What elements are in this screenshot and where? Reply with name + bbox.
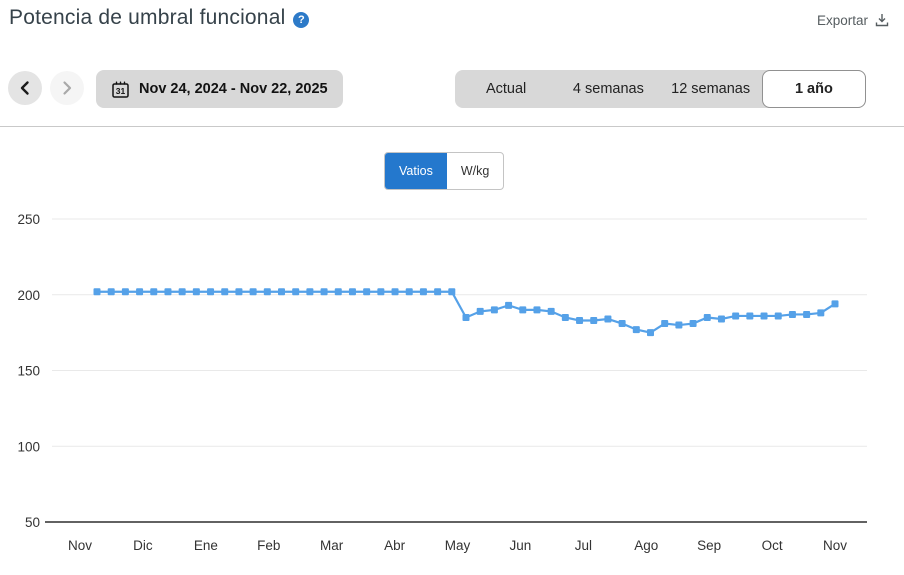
data-point-marker[interactable] (661, 320, 669, 328)
x-tick-label: Jul (575, 538, 592, 553)
y-tick-label: 150 (17, 364, 40, 379)
header-separator (0, 126, 904, 127)
data-point-marker[interactable] (192, 288, 200, 296)
chevron-left-icon (17, 80, 33, 96)
data-point-marker[interactable] (419, 288, 427, 296)
y-tick-label: 200 (17, 288, 40, 303)
page-title: Potencia de umbral funcional ? (9, 6, 310, 30)
data-point-marker[interactable] (746, 312, 754, 320)
data-point-marker[interactable] (107, 288, 115, 296)
data-point-marker[interactable] (221, 288, 229, 296)
data-point-marker[interactable] (448, 288, 456, 296)
tab-12-semanas[interactable]: 12 semanas (671, 81, 751, 97)
x-tick-label: Ago (634, 538, 658, 553)
tab-1-ano[interactable]: 1 año (761, 70, 866, 108)
x-tick-label: Jun (510, 538, 532, 553)
unit-toggle: Vatios W/kg (384, 152, 505, 190)
data-point-marker[interactable] (249, 288, 257, 296)
x-tick-label: Dic (133, 538, 153, 553)
data-point-marker[interactable] (689, 320, 697, 328)
data-point-marker[interactable] (150, 288, 158, 296)
ftp-chart-svg: 250 200 150 100 50 Nov Dic Ene Feb Mar Abr May Jun Ju… (17, 212, 867, 553)
data-point-marker[interactable] (136, 288, 144, 296)
next-period-button[interactable] (50, 71, 84, 105)
page-title-text: Potencia de umbral funcional (9, 6, 286, 29)
data-point-marker[interactable] (377, 288, 385, 296)
data-point-marker[interactable] (405, 288, 413, 296)
data-point-marker[interactable] (93, 288, 101, 296)
chevron-right-icon (59, 80, 75, 96)
data-point-marker[interactable] (774, 312, 782, 320)
data-point-marker[interactable] (760, 312, 768, 320)
tab-actual[interactable]: Actual (485, 81, 527, 97)
previous-period-button[interactable] (8, 71, 42, 105)
data-point-marker[interactable] (306, 288, 314, 296)
tab-4-semanas[interactable]: 4 semanas (572, 81, 644, 97)
data-point-marker[interactable] (263, 288, 271, 296)
data-point-marker[interactable] (164, 288, 172, 296)
data-point-marker[interactable] (434, 288, 442, 296)
download-icon (874, 12, 890, 28)
data-point-marker[interactable] (178, 288, 186, 296)
data-point-marker[interactable] (320, 288, 328, 296)
data-point-marker[interactable] (121, 288, 129, 296)
data-point-marker[interactable] (618, 320, 626, 328)
data-point-marker[interactable] (590, 317, 598, 325)
x-tick-label: Abr (384, 538, 406, 553)
data-point-marker[interactable] (703, 313, 711, 321)
y-tick-label: 50 (25, 515, 40, 530)
data-point-marker[interactable] (632, 326, 640, 334)
data-point-marker[interactable] (533, 306, 541, 314)
x-tick-label: May (445, 538, 471, 553)
calendar-icon: 31 (111, 80, 130, 99)
data-point-marker[interactable] (334, 288, 342, 296)
unit-option-wkg[interactable]: W/kg (460, 164, 490, 178)
data-point-marker[interactable] (363, 288, 371, 296)
date-range-button[interactable]: 31 Nov 24, 2024 - Nov 22, 2025 (96, 70, 343, 108)
time-range-tabs: Actual 4 semanas 12 semanas 1 año (455, 70, 866, 108)
data-point-marker[interactable] (732, 312, 740, 320)
ftp-series-line (97, 290, 836, 334)
x-tick-label: Nov (68, 538, 92, 553)
unit-option-vatios[interactable]: Vatios (385, 153, 447, 189)
x-tick-label: Nov (823, 538, 847, 553)
x-tick-label: Oct (762, 538, 783, 553)
data-point-marker[interactable] (490, 306, 498, 314)
data-point-marker[interactable] (788, 310, 796, 318)
data-point-marker[interactable] (717, 315, 725, 323)
data-point-marker[interactable] (647, 329, 654, 337)
calendar-day-text: 31 (116, 86, 126, 96)
data-point-marker[interactable] (292, 288, 300, 296)
help-icon[interactable]: ? (293, 11, 310, 28)
ftp-chart: 250 200 150 100 50 Nov Dic Ene Feb Mar Abr May Jun Ju… (0, 200, 904, 570)
data-point-marker[interactable] (505, 301, 513, 309)
data-point-marker[interactable] (803, 310, 811, 318)
x-tick-label: Mar (320, 538, 344, 553)
data-point-marker[interactable] (547, 307, 555, 315)
data-point-marker[interactable] (675, 321, 683, 329)
data-point-marker[interactable] (576, 317, 584, 325)
y-tick-label: 250 (17, 212, 40, 227)
data-point-marker[interactable] (462, 313, 470, 321)
data-point-marker[interactable] (519, 306, 527, 314)
data-point-marker[interactable] (235, 288, 243, 296)
data-point-marker[interactable] (831, 300, 839, 308)
data-point-marker[interactable] (391, 288, 399, 296)
data-point-marker[interactable] (476, 307, 484, 315)
data-point-marker[interactable] (561, 313, 569, 321)
x-tick-label: Sep (697, 538, 721, 553)
export-button[interactable]: Exportar (817, 12, 890, 28)
x-tick-label: Feb (257, 538, 280, 553)
data-point-marker[interactable] (207, 288, 215, 296)
data-point-marker[interactable] (604, 315, 612, 323)
data-point-marker[interactable] (348, 288, 356, 296)
date-range-label: Nov 24, 2024 - Nov 22, 2025 (139, 81, 328, 97)
data-point-marker[interactable] (278, 288, 285, 296)
y-tick-label: 100 (17, 439, 40, 454)
data-point-marker[interactable] (817, 309, 825, 317)
export-label: Exportar (816, 12, 868, 28)
x-tick-label: Ene (194, 538, 218, 553)
